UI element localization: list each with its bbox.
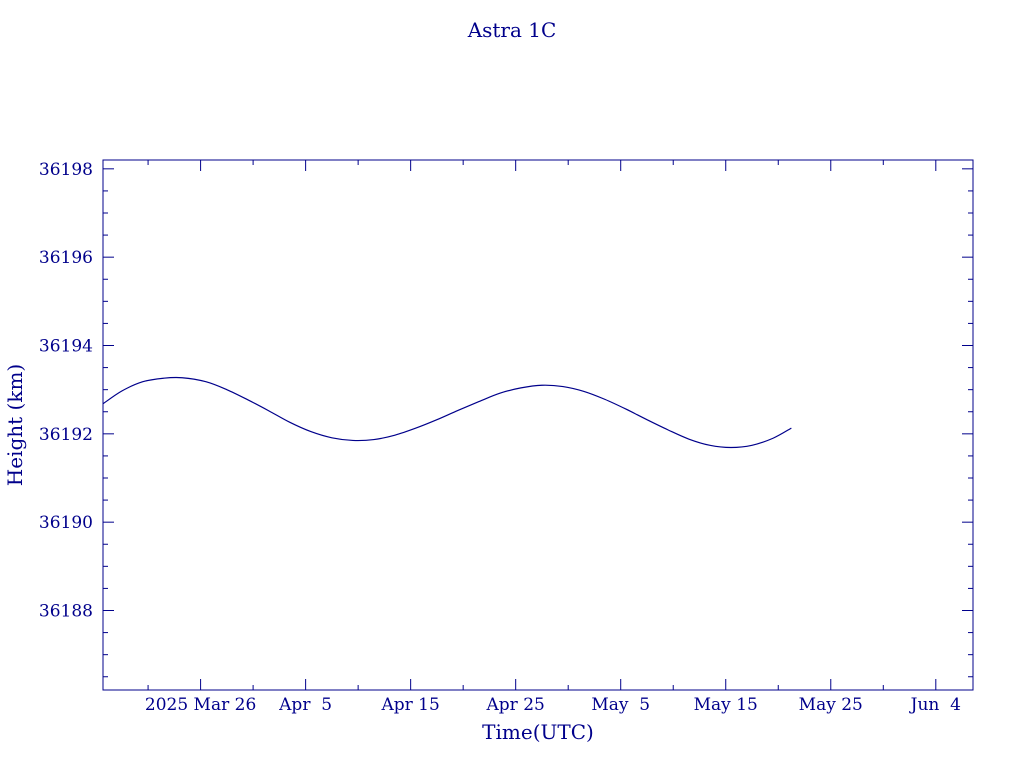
x-axis-ticks (147, 160, 937, 690)
y-tick-label: 36198 (39, 160, 93, 180)
x-tick-label: Apr 25 (486, 695, 545, 715)
series-group (102, 376, 792, 449)
y-axis-label: Height (km) (3, 364, 27, 486)
y-tick-label: 36196 (39, 248, 93, 268)
y-tick-label: 36194 (39, 337, 93, 357)
x-axis-label: Time(UTC) (482, 720, 594, 744)
x-tick-label: Apr 5 (278, 695, 332, 715)
x-tick-label: May 5 (591, 695, 650, 715)
plot-frame (102, 159, 974, 691)
y-tick-label: 36190 (39, 513, 93, 533)
y-axis-ticks (103, 168, 973, 678)
x-tick-label: Apr 15 (380, 695, 439, 715)
x-tick-label: May 15 (694, 695, 758, 715)
x-axis-tick-labels: 2025 Mar 26 Apr 5 Apr 15 Apr 25 May 5 May 15 M… (145, 695, 961, 715)
y-tick-label: 36192 (39, 425, 93, 445)
x-tick-label: May 25 (799, 695, 863, 715)
series-line (102, 376, 792, 449)
chart-title: Astra 1C (467, 18, 557, 42)
x-tick-label: Jun 4 (909, 695, 961, 715)
x-tick-label: 2025 Mar 26 (145, 695, 256, 715)
y-tick-label: 36188 (39, 602, 93, 622)
y-axis-tick-labels: 36188 36190 36192 36194 36196 36198 (39, 160, 93, 622)
